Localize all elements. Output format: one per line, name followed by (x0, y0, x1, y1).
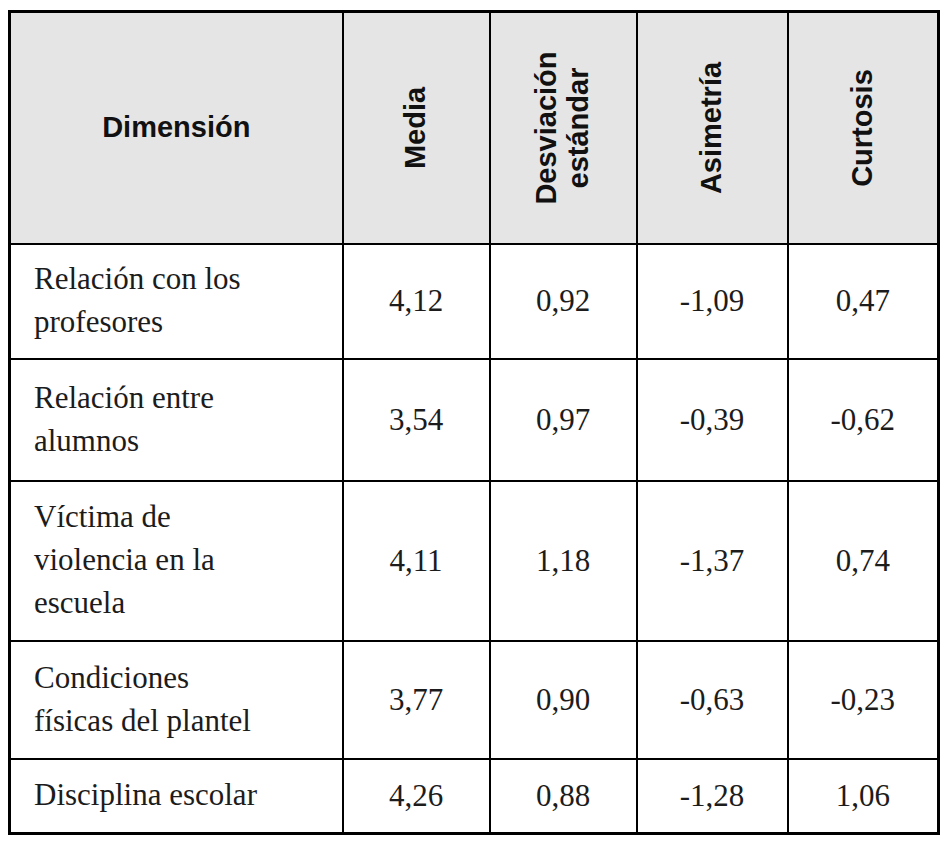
table-row: Condiciones físicas del plantel 3,77 0,9… (10, 641, 939, 759)
column-header-desviacion-estandar: Desviación estándar (490, 12, 637, 244)
column-header-media-label: Media (400, 87, 432, 169)
curtosis-cell: 0,74 (788, 481, 939, 641)
header-row: Dimensión Media Desviación estándar Asim… (10, 12, 939, 244)
media-cell: 4,11 (343, 481, 490, 641)
table-row: Relación entre alumnos 3,54 0,97 -0,39 -… (10, 359, 939, 481)
table-row: Relación con los profesores 4,12 0,92 -1… (10, 244, 939, 359)
dimension-cell: Víctima de violencia en la escuela (10, 481, 343, 641)
media-cell: 4,12 (343, 244, 490, 359)
asimetria-cell: -0,39 (637, 359, 788, 481)
column-header-dimension-label: Dimensión (102, 111, 250, 143)
desviacion-estandar-cell: 0,90 (490, 641, 637, 759)
asimetria-cell: -1,28 (637, 759, 788, 834)
descriptive-statistics-table: Dimensión Media Desviación estándar Asim… (8, 10, 940, 835)
asimetria-cell: -0,63 (637, 641, 788, 759)
column-header-curtosis: Curtosis (788, 12, 939, 244)
column-header-asimetria: Asimetría (637, 12, 788, 244)
page: Dimensión Media Desviación estándar Asim… (0, 0, 945, 861)
asimetria-cell: -1,37 (637, 481, 788, 641)
desviacion-estandar-cell: 1,18 (490, 481, 637, 641)
table-row: Víctima de violencia en la escuela 4,11 … (10, 481, 939, 641)
dimension-cell: Disciplina escolar (10, 759, 343, 834)
table-row: Disciplina escolar 4,26 0,88 -1,28 1,06 (10, 759, 939, 834)
column-header-asimetria-label: Asimetría (696, 62, 728, 194)
media-cell: 3,54 (343, 359, 490, 481)
dimension-cell: Condiciones físicas del plantel (10, 641, 343, 759)
media-cell: 3,77 (343, 641, 490, 759)
asimetria-cell: -1,09 (637, 244, 788, 359)
desviacion-estandar-cell: 0,92 (490, 244, 637, 359)
dimension-cell: Relación con los profesores (10, 244, 343, 359)
dimension-cell: Relación entre alumnos (10, 359, 343, 481)
desviacion-estandar-cell: 0,88 (490, 759, 637, 834)
curtosis-cell: -0,62 (788, 359, 939, 481)
desviacion-estandar-cell: 0,97 (490, 359, 637, 481)
column-header-dimension: Dimensión (10, 12, 343, 244)
curtosis-cell: 1,06 (788, 759, 939, 834)
column-header-desviacion-estandar-label: Desviación estándar (531, 30, 595, 225)
curtosis-cell: 0,47 (788, 244, 939, 359)
media-cell: 4,26 (343, 759, 490, 834)
curtosis-cell: -0,23 (788, 641, 939, 759)
column-header-curtosis-label: Curtosis (847, 69, 879, 187)
column-header-media: Media (343, 12, 490, 244)
